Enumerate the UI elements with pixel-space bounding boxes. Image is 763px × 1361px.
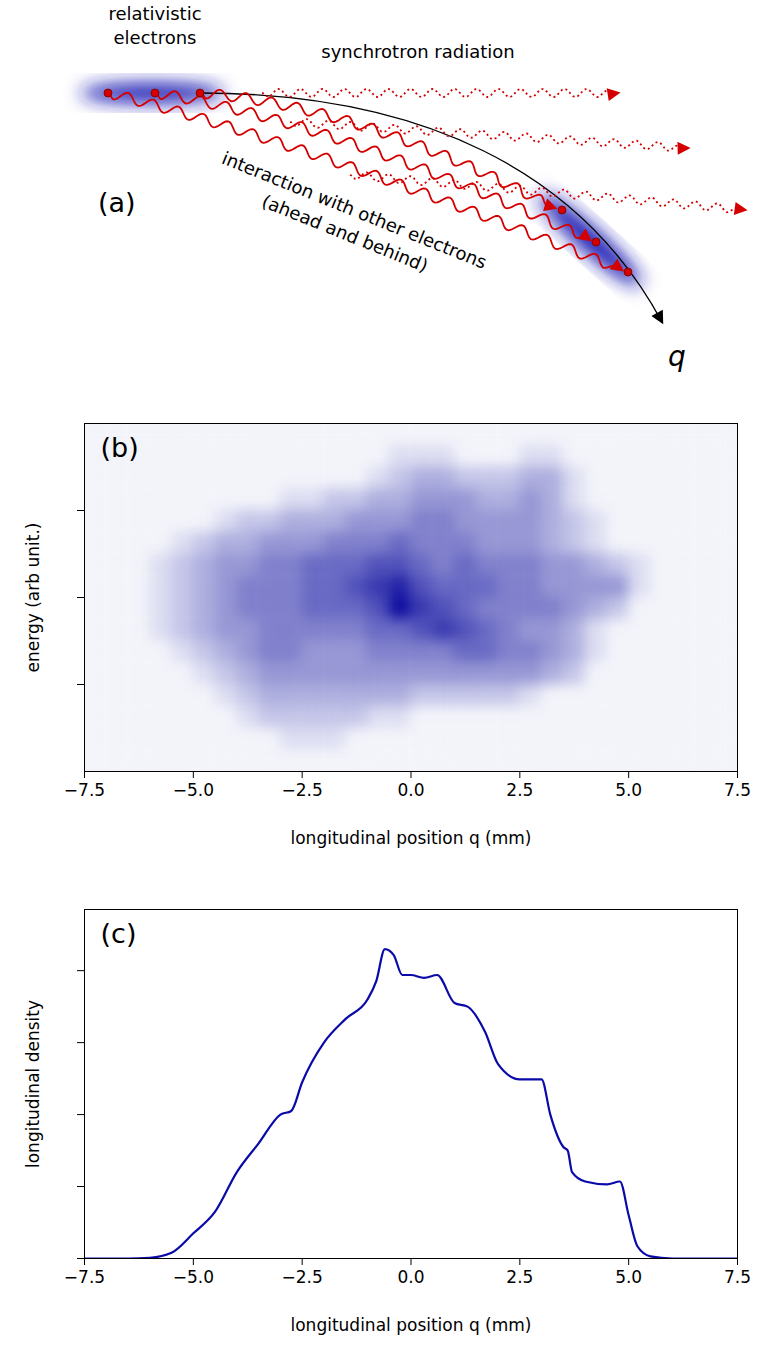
svg-text:0.0: 0.0 bbox=[397, 1267, 424, 1287]
svg-text:7.5: 7.5 bbox=[724, 780, 751, 800]
svg-text:q: q bbox=[668, 340, 686, 373]
svg-text:−5.0: −5.0 bbox=[173, 780, 214, 800]
svg-text:−2.5: −2.5 bbox=[282, 1267, 323, 1287]
svg-text:relativistic: relativistic bbox=[108, 3, 201, 24]
svg-text:2.5: 2.5 bbox=[506, 780, 533, 800]
svg-text:−5.0: −5.0 bbox=[173, 1267, 214, 1287]
svg-text:electrons: electrons bbox=[114, 27, 197, 48]
svg-text:(b): (b) bbox=[101, 432, 139, 463]
svg-text:interaction with other electro: interaction with other electrons bbox=[219, 147, 490, 273]
svg-text:0.0: 0.0 bbox=[397, 780, 424, 800]
svg-text:(a): (a) bbox=[98, 187, 136, 218]
svg-text:(c): (c) bbox=[101, 918, 137, 949]
svg-text:−2.5: −2.5 bbox=[282, 780, 323, 800]
svg-text:longitudinal position q (mm): longitudinal position q (mm) bbox=[290, 828, 531, 848]
svg-text:longitudinal position q (mm): longitudinal position q (mm) bbox=[290, 1315, 531, 1335]
svg-text:5.0: 5.0 bbox=[615, 780, 642, 800]
svg-text:energy (arb unit.): energy (arb unit.) bbox=[23, 523, 43, 673]
svg-text:2.5: 2.5 bbox=[506, 1267, 533, 1287]
svg-text:−7.5: −7.5 bbox=[64, 1267, 105, 1287]
svg-text:7.5: 7.5 bbox=[724, 1267, 751, 1287]
svg-text:(ahead and behind): (ahead and behind) bbox=[259, 190, 431, 276]
svg-text:longitudinal density: longitudinal density bbox=[23, 1000, 43, 1168]
svg-text:5.0: 5.0 bbox=[615, 1267, 642, 1287]
svg-text:−7.5: −7.5 bbox=[64, 780, 105, 800]
svg-text:synchrotron radiation: synchrotron radiation bbox=[321, 41, 514, 62]
